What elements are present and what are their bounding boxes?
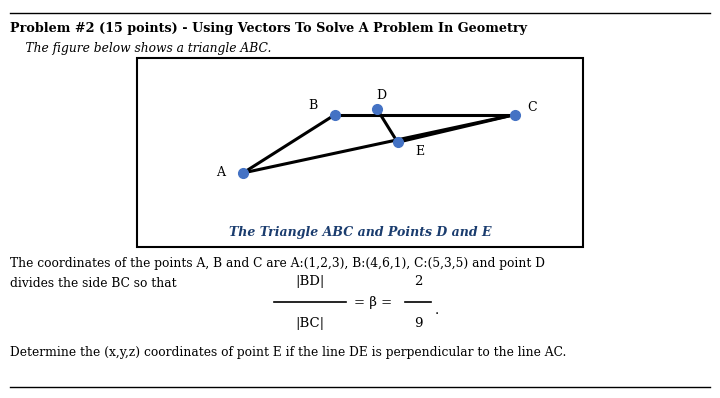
Text: B: B bbox=[308, 99, 318, 112]
Text: D: D bbox=[376, 89, 386, 102]
Text: 9: 9 bbox=[414, 317, 423, 330]
Bar bbox=[137, 58, 583, 247]
Text: Determine the (x,y,z) coordinates of point E if the line DE is perpendicular to : Determine the (x,y,z) coordinates of poi… bbox=[10, 346, 567, 359]
Text: E: E bbox=[415, 145, 425, 158]
Text: The coordinates of the points A, B and C are A:(1,2,3), B:(4,6,1), C:(5,3,5) and: The coordinates of the points A, B and C… bbox=[10, 257, 545, 270]
Text: A: A bbox=[216, 166, 225, 179]
Text: The figure below shows a triangle ABC.: The figure below shows a triangle ABC. bbox=[10, 42, 271, 55]
Text: divides the side BC so that: divides the side BC so that bbox=[10, 277, 176, 290]
Text: |BD|: |BD| bbox=[295, 275, 324, 288]
Text: C: C bbox=[528, 101, 537, 114]
Text: 2: 2 bbox=[414, 275, 423, 288]
Text: Problem #2 (15 points) - Using Vectors To Solve A Problem In Geometry: Problem #2 (15 points) - Using Vectors T… bbox=[10, 22, 527, 35]
Text: |BC|: |BC| bbox=[295, 317, 324, 330]
Text: The Triangle ABC and Points D and E: The Triangle ABC and Points D and E bbox=[229, 226, 491, 239]
Text: = β =: = β = bbox=[354, 296, 392, 309]
Text: .: . bbox=[435, 304, 439, 317]
